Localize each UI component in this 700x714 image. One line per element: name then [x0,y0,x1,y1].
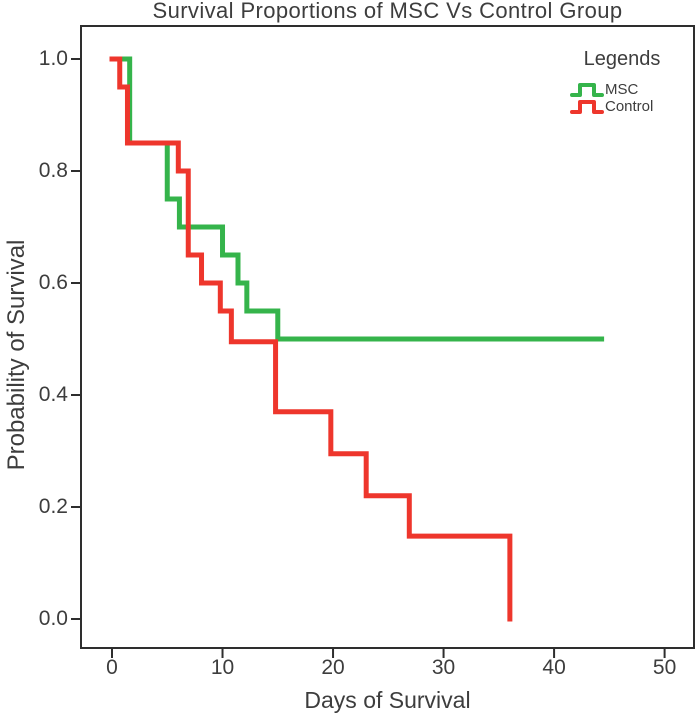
y-tick-label: 1.0 [38,47,68,70]
control-step-line-icon [570,99,604,114]
x-tick-label: 50 [652,656,677,679]
y-tick-label: 0.4 [38,383,68,406]
legend-item-control: Control [570,98,682,115]
axis-ticks [71,58,666,658]
x-tick-label: 20 [321,656,345,679]
series-curves [109,56,605,622]
legend-item-msc: MSC [570,81,682,98]
y-tick-label: 0.0 [38,607,68,630]
y-tick-label: 0.6 [38,271,68,294]
x-tick-label: 30 [431,656,456,679]
legend: Legends MSC Control [562,48,682,115]
x-tick-label: 10 [210,656,235,679]
legend-item-label: MSC [605,81,639,98]
legend-title: Legends [583,48,661,70]
legend-item-label: Control [605,98,654,115]
plot-frame [80,25,695,649]
x-axis-label: Days of Survival [304,687,471,713]
x-tick-label: 0 [106,656,118,679]
y-tick-label: 0.2 [38,495,68,518]
series-control-curve [109,56,513,622]
chart-title: Survival Proportions of MSC Vs Control G… [152,0,623,23]
series-msc-curve [109,56,605,342]
x-tick-label: 40 [542,656,566,679]
msc-step-line-icon [570,82,604,97]
y-tick-label: 0.8 [38,159,68,182]
